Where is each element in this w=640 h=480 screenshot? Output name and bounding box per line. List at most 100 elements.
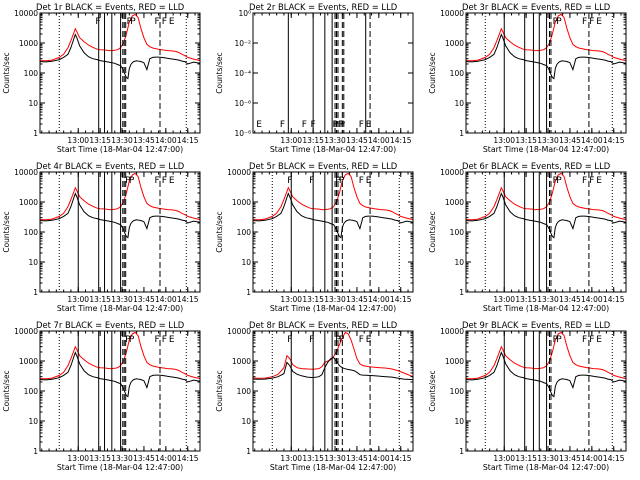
events-series-line <box>40 351 200 398</box>
x-tick-label: 13:30 <box>111 136 133 145</box>
marker-label: E <box>169 335 175 345</box>
x-tick-label: 14:00 <box>368 136 390 145</box>
y-axis-label: Counts/sec <box>428 370 437 411</box>
y-axis-label: Counts/sec <box>428 52 437 93</box>
y-tick-label: 10 <box>454 258 464 267</box>
marker-label: E <box>596 335 602 345</box>
marker-label: E <box>596 176 602 186</box>
x-axis-label: Start Time (18-Mar-04 12:47:00) <box>483 145 609 154</box>
x-tick-label: 13:30 <box>111 454 133 463</box>
x-tick-label: 13:00 <box>493 136 515 145</box>
marker-label: F <box>589 335 594 345</box>
plot-frame <box>39 12 201 134</box>
marker-label: P <box>125 176 131 186</box>
marker-label: P <box>340 120 346 130</box>
x-tick-label: 14:00 <box>368 295 390 304</box>
y-tick-label: 100 <box>450 387 465 396</box>
y-tick-label: 10 <box>454 417 464 426</box>
marker-label: P <box>556 176 562 186</box>
marker-label: P <box>553 176 559 186</box>
plot-area: PP F F E <box>466 172 626 292</box>
y-tick-label: 1000 <box>19 198 38 207</box>
events-series-line <box>466 33 626 80</box>
plot-frame <box>465 12 627 134</box>
x-tick-label: 13:45 <box>559 136 581 145</box>
lld-series-line <box>253 172 413 221</box>
events-series-line <box>253 357 413 381</box>
y-axis-label: Counts/sec <box>2 211 11 252</box>
marker-label: F <box>302 120 307 130</box>
y-tick-label: 100 <box>450 228 465 237</box>
y-tick-label: 1 <box>33 129 38 138</box>
y-tick-label: 100 <box>237 387 252 396</box>
marker-label: P <box>130 17 136 27</box>
events-series-line <box>40 192 200 239</box>
x-tick-label: 13:45 <box>346 136 368 145</box>
x-tick-label: 13:45 <box>559 295 581 304</box>
plot-frame <box>39 171 201 293</box>
y-tick-label: 1000 <box>232 357 251 366</box>
x-tick-label: 14:15 <box>390 136 412 145</box>
marker-label: F <box>154 335 159 345</box>
marker-label: P <box>553 335 559 345</box>
x-tick-label: 13:45 <box>346 295 368 304</box>
marker-label: P <box>125 335 131 345</box>
x-tick-label: 13:15 <box>302 454 324 463</box>
plot-frame <box>39 330 201 452</box>
marker-label: F <box>359 335 364 345</box>
marker-label: P <box>553 17 559 27</box>
marker-label: F <box>154 176 159 186</box>
x-tick-label: 14:15 <box>390 295 412 304</box>
x-tick-label: 14:00 <box>155 295 177 304</box>
x-axis-label: Start Time (18-Mar-04 12:47:00) <box>57 463 183 472</box>
plot-area: F PP F F E <box>40 13 200 133</box>
marker-label: F <box>309 335 314 345</box>
plot-frame <box>465 171 627 293</box>
y-tick-label: 1 <box>33 447 38 456</box>
y-tick-label: 10000 <box>14 327 38 336</box>
y-axis-label: Counts/sec <box>2 52 11 93</box>
marker-label: E <box>366 335 372 345</box>
y-tick-label: 10⁻⁸ <box>234 129 251 138</box>
chart-panel-7r: Det 7r BLACK = Events, RED = LLD PP F F E 1 10… <box>2 320 201 472</box>
marker-label: F <box>287 176 292 186</box>
x-tick-label: 13:00 <box>67 136 89 145</box>
x-axis-label: Start Time (18-Mar-04 12:47:00) <box>483 463 609 472</box>
x-tick-label: 13:45 <box>346 454 368 463</box>
marker-label: P <box>556 335 562 345</box>
y-tick-label: 1 <box>459 129 464 138</box>
y-tick-label: 10000 <box>440 327 464 336</box>
x-tick-label: 13:15 <box>89 454 111 463</box>
marker-label: F <box>589 176 594 186</box>
x-tick-label: 13:15 <box>89 295 111 304</box>
x-tick-label: 14:15 <box>603 295 625 304</box>
plot-area: E F F F PPP F E <box>256 13 372 133</box>
marker-label: F <box>582 335 587 345</box>
y-tick-label: 1000 <box>445 198 464 207</box>
chart-title: Det 6r BLACK = Events, RED = LLD <box>462 161 610 171</box>
y-tick-label: 10000 <box>14 168 38 177</box>
chart-title: Det 5r BLACK = Events, RED = LLD <box>249 161 397 171</box>
y-tick-label: 1000 <box>445 357 464 366</box>
x-tick-label: 13:45 <box>133 295 155 304</box>
x-tick-label: 13:30 <box>537 454 559 463</box>
y-tick-label: 1 <box>459 288 464 297</box>
marker-label: E <box>596 17 602 27</box>
marker-label: F <box>162 176 167 186</box>
y-tick-label: 100 <box>24 387 39 396</box>
lld-series-line <box>466 13 626 62</box>
x-axis-label: Start Time (18-Mar-04 12:47:00) <box>57 304 183 313</box>
marker-label: F <box>309 176 314 186</box>
marker-label: F <box>280 120 285 130</box>
chart-panel-4r: Det 4r BLACK = Events, RED = LLD PP F F E 1 10… <box>2 161 201 313</box>
x-tick-label: 13:15 <box>302 136 324 145</box>
x-tick-label: 13:30 <box>111 295 133 304</box>
y-tick-label: 10000 <box>227 327 251 336</box>
marker-label: F <box>154 17 159 27</box>
marker-label: P <box>127 17 133 27</box>
y-tick-label: 10⁻⁶ <box>234 99 251 108</box>
plot-frame <box>252 171 414 293</box>
